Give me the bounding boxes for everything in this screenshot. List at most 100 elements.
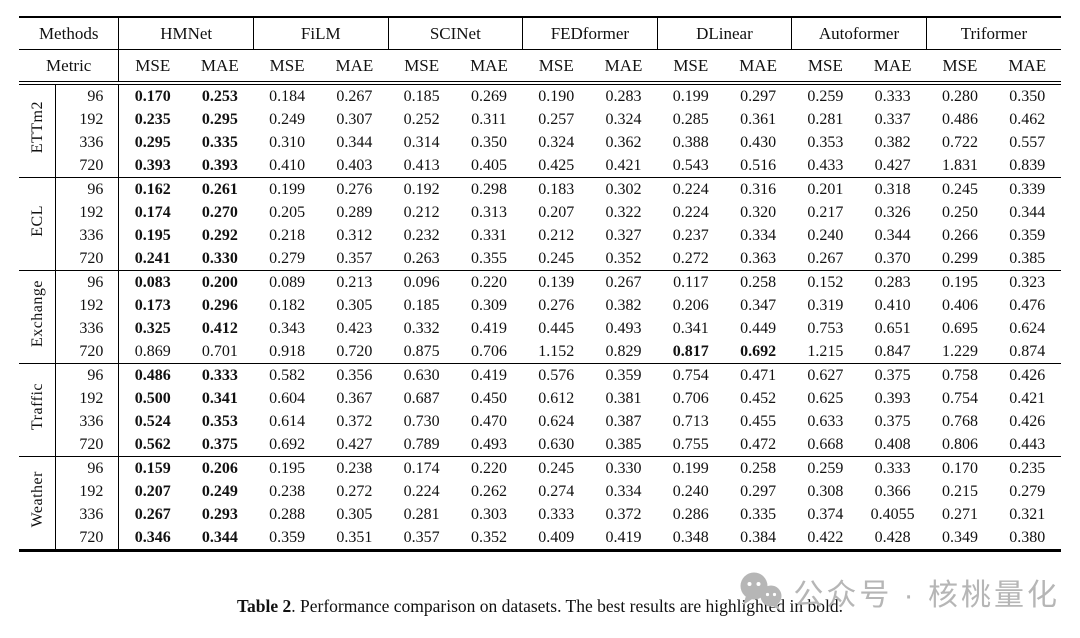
horizon-cell: 96	[55, 363, 120, 387]
value-cell: 0.344	[201, 529, 238, 546]
value-cell: 0.625	[807, 390, 844, 407]
value-cell: 0.272	[672, 250, 709, 267]
value-cell: 0.334	[605, 483, 642, 500]
value-cell: 0.352	[605, 250, 642, 267]
dataset-label: Traffic	[19, 363, 57, 457]
value-cell: 0.362	[605, 134, 642, 151]
value-cell: 0.253	[201, 88, 238, 105]
value-cell: 0.412	[201, 320, 238, 337]
method-header: SCINet	[387, 17, 523, 50]
value-cell: 0.695	[941, 320, 978, 337]
value-cell: 0.217	[807, 204, 844, 221]
value-cell: 0.184	[269, 88, 306, 105]
dataset-label-text: ETTm2	[28, 101, 46, 154]
value-cell: 0.692	[269, 436, 306, 453]
value-cell: 0.918	[269, 343, 306, 360]
value-cell: 0.346	[134, 529, 171, 546]
value-cell: 0.274	[538, 483, 575, 500]
value-cell: 0.245	[941, 181, 978, 198]
value-cell: 0.293	[201, 506, 238, 523]
value-cell: 0.192	[403, 181, 440, 198]
value-cell: 0.406	[941, 297, 978, 314]
method-header: FEDformer	[522, 17, 658, 50]
metric-header: MSE	[791, 49, 860, 85]
value-cell: 0.276	[336, 181, 373, 198]
value-cell: 0.207	[134, 483, 171, 500]
value-cell: 0.426	[1009, 367, 1046, 384]
table-row: 192 0.235 0.295 0.249 0.307 0.252 0.311 0.257 0.…	[19, 108, 1061, 131]
horizon-cell: 336	[55, 410, 120, 433]
value-cell: 0.267	[336, 88, 373, 105]
value-cell: 0.875	[403, 343, 440, 360]
table-row: 720 0.346 0.344 0.359 0.351 0.357 0.352 0.409 0.…	[19, 526, 1061, 551]
value-cell: 0.426	[1009, 413, 1046, 430]
value-cell: 0.428	[874, 529, 911, 546]
value-cell: 0.500	[134, 390, 171, 407]
table-row: ETTm2 96 0.170 0.253 0.184 0.267 0.185 0.269 0.1…	[19, 83, 1061, 178]
value-cell: 0.266	[941, 227, 978, 244]
value-cell: 0.419	[470, 367, 507, 384]
value-cell: 0.339	[1009, 181, 1046, 198]
value-cell: 0.350	[1009, 88, 1046, 105]
value-cell: 0.614	[269, 413, 306, 430]
value-cell: 0.425	[538, 157, 575, 174]
value-cell: 0.298	[470, 181, 507, 198]
value-cell: 0.344	[874, 227, 911, 244]
dataset-label: Weather	[19, 456, 57, 551]
value-cell: 0.692	[740, 343, 777, 360]
value-cell: 0.624	[1009, 320, 1046, 337]
value-cell: 0.543	[672, 157, 709, 174]
value-cell: 0.353	[201, 413, 238, 430]
horizon-cell: 336	[55, 224, 120, 247]
caption-label: Table 2	[236, 596, 292, 616]
wechat-icon	[740, 572, 782, 611]
value-cell: 0.206	[201, 460, 238, 477]
value-cell: 0.299	[941, 250, 978, 267]
method-header: HMNet	[118, 17, 254, 50]
value-cell: 0.185	[403, 88, 440, 105]
value-cell: 0.366	[874, 483, 911, 500]
value-cell: 0.281	[807, 111, 844, 128]
value-cell: 0.562	[134, 436, 171, 453]
value-cell: 0.083	[134, 274, 171, 291]
table-caption: Table 2. Performance comparison on datas…	[0, 596, 1080, 617]
value-cell: 0.356	[336, 367, 373, 384]
table-row: 192 0.173 0.296 0.182 0.305 0.185 0.309 0.276 0.…	[19, 294, 1061, 317]
value-cell: 0.430	[740, 134, 777, 151]
value-cell: 0.410	[874, 297, 911, 314]
horizon-cell: 720	[55, 340, 120, 364]
value-cell: 0.261	[201, 181, 238, 198]
value-cell: 0.235	[1009, 460, 1046, 477]
value-cell: 0.375	[201, 436, 238, 453]
value-cell: 0.758	[941, 367, 978, 384]
value-cell: 0.089	[269, 274, 306, 291]
value-cell: 0.627	[807, 367, 844, 384]
value-cell: 0.388	[672, 134, 709, 151]
value-cell: 0.279	[1009, 483, 1046, 500]
value-cell: 0.630	[403, 367, 440, 384]
value-cell: 0.393	[201, 157, 238, 174]
value-cell: 0.195	[941, 274, 978, 291]
value-cell: 0.450	[470, 390, 507, 407]
value-cell: 0.720	[336, 343, 373, 360]
value-cell: 0.367	[336, 390, 373, 407]
value-cell: 0.269	[470, 88, 507, 105]
horizon-cell: 96	[55, 456, 120, 480]
value-cell: 0.322	[605, 204, 642, 221]
metric-header: MAE	[320, 49, 389, 85]
metric-header: MSE	[926, 49, 994, 85]
value-cell: 0.267	[134, 506, 171, 523]
value-cell: 0.190	[538, 88, 575, 105]
value-cell: 0.476	[1009, 297, 1046, 314]
table-row: ECL 96 0.162 0.261 0.199 0.276 0.192 0.298 0.183…	[19, 177, 1061, 271]
value-cell: 0.258	[740, 274, 777, 291]
dataset-label-text: ECL	[28, 204, 46, 237]
table-row: 192 0.500 0.341 0.604 0.367 0.687 0.450 0.612 0.…	[19, 387, 1061, 410]
value-cell: 0.359	[1009, 227, 1046, 244]
value-cell: 0.313	[470, 204, 507, 221]
value-cell: 0.162	[134, 181, 171, 198]
value-cell: 0.423	[336, 320, 373, 337]
dataset-label: Exchange	[19, 270, 57, 364]
table-row: 192 0.207 0.249 0.238 0.272 0.224 0.262 0.274 0.…	[19, 480, 1061, 503]
value-cell: 0.224	[672, 204, 709, 221]
